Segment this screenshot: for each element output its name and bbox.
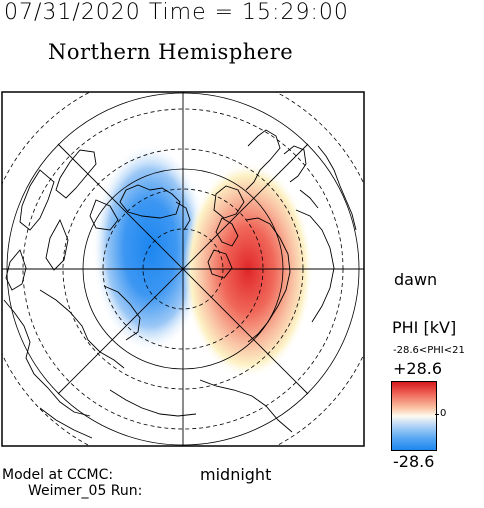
colorbar-min-label: -28.6 <box>393 452 435 471</box>
colorbar <box>391 381 437 451</box>
plot-title: Northern Hemisphere <box>48 40 294 64</box>
meridian-lines <box>2 92 364 446</box>
potential-cells <box>92 143 313 378</box>
negative-potential-cell <box>92 143 208 353</box>
positive-potential-cell <box>183 162 313 378</box>
colorbar-range-label: -28.6<PHI<21 <box>393 345 465 356</box>
header-datetime: 07/31/2020 Time = 15:29:00 <box>4 0 349 25</box>
colorbar-zero-label: 0 <box>440 408 447 419</box>
credit-run-label: Weimer_05 Run: <box>28 483 143 499</box>
polar-potential-map <box>1 91 365 447</box>
midnight-label: midnight <box>200 465 272 484</box>
coastlines <box>3 129 357 439</box>
credit-model-label: Model at CCMC: <box>2 467 114 483</box>
colorbar-max-label: +28.6 <box>393 359 443 378</box>
map-border <box>1 91 365 447</box>
dawn-label: dawn <box>394 270 438 289</box>
colorbar-title: PHI [kV] <box>392 318 457 337</box>
colorbar-zero-tick <box>435 414 439 415</box>
